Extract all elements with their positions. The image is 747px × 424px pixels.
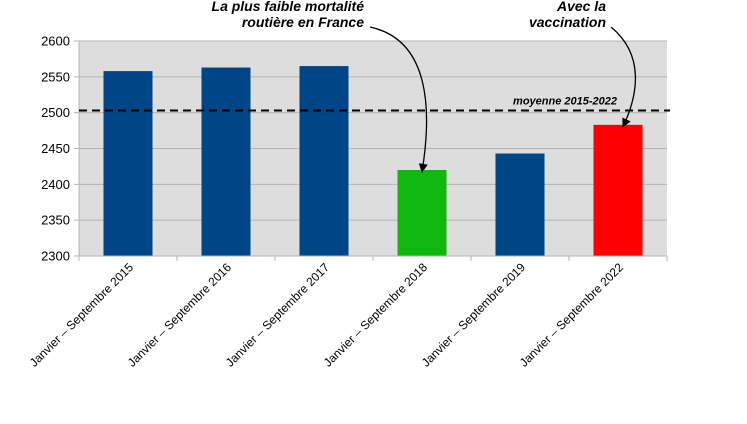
bar (495, 153, 545, 256)
y-tick-label: 2350 (41, 213, 70, 228)
bar (593, 124, 643, 256)
average-label: moyenne 2015-2022 (513, 96, 617, 108)
x-tick-label: Janvier – Septembre 2017 (223, 260, 333, 370)
bar (103, 71, 153, 256)
annotation-text: routière en France (242, 14, 364, 30)
x-tick-label: Janvier – Septembre 2016 (125, 260, 235, 370)
bar (201, 67, 251, 257)
average-line: moyenne 2015-2022 (79, 96, 670, 112)
bar (397, 170, 447, 256)
y-tick-labels: 2300 2350 2400 2450 2500 2550 2600 (41, 34, 70, 264)
y-tick-label: 2400 (41, 177, 70, 192)
annotation-text: La plus faible mortalité (212, 0, 365, 14)
y-tick-label: 2600 (41, 34, 70, 49)
x-tick-label: Janvier – Septembre 2019 (419, 260, 529, 370)
annotation-text: vaccination (529, 14, 606, 30)
bars (103, 66, 643, 257)
annotation-text: Avec la (556, 0, 606, 14)
axes (78, 41, 668, 261)
bar (299, 66, 349, 256)
y-tick-label: 2500 (41, 105, 70, 120)
y-tick-label: 2450 (41, 141, 70, 156)
x-tick-label: Janvier – Septembre 2018 (321, 260, 431, 370)
annotation-arrow (369, 26, 428, 173)
y-tick-label: 2300 (41, 249, 70, 264)
x-tick-label: Janvier – Septembre 2022 (517, 260, 627, 370)
x-tick-label: Janvier – Septembre 2015 (27, 260, 137, 370)
annotation-arrow (610, 26, 637, 128)
y-tick-label: 2550 (41, 69, 70, 84)
